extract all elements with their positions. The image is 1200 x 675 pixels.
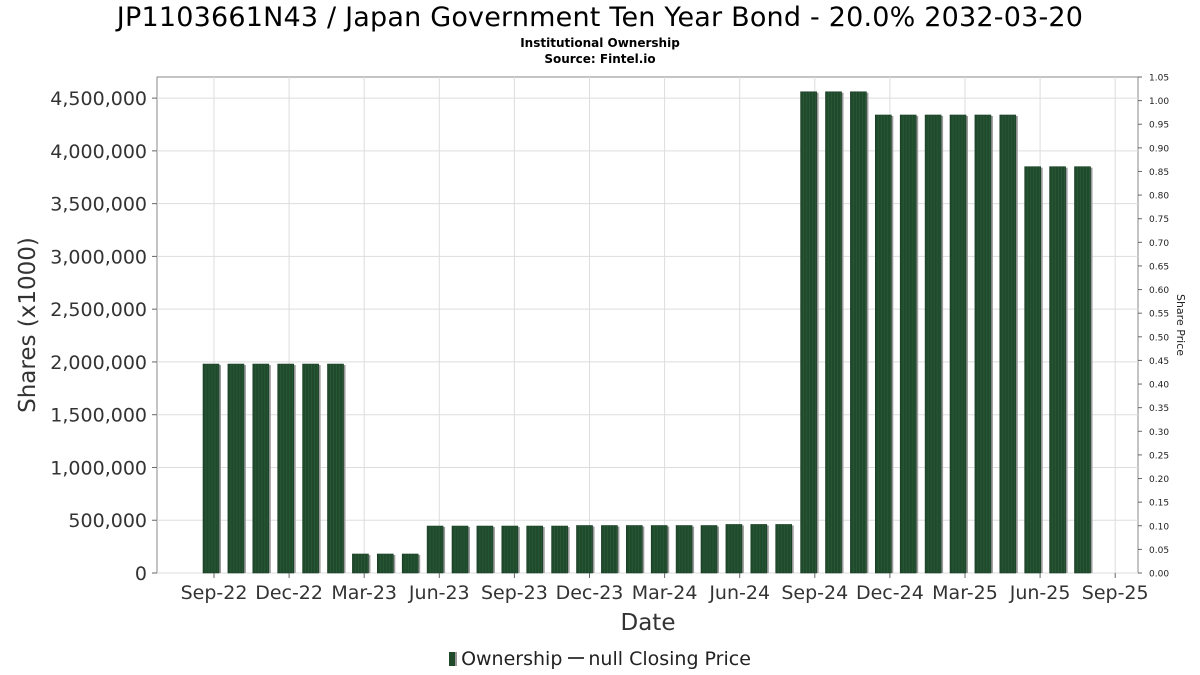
x-tick-label: Jun-25 xyxy=(1009,582,1071,604)
y2-tick-label: 0.85 xyxy=(1149,168,1169,178)
ownership-bar xyxy=(750,524,768,574)
ownership-bar xyxy=(800,91,817,574)
chart-subtitle: Institutional Ownership xyxy=(520,36,680,50)
y-tick-label: 2,500,000 xyxy=(50,299,147,321)
y2-tick-label: 0.95 xyxy=(1149,121,1169,131)
y-tick-label: 0 xyxy=(135,563,147,585)
ownership-bar xyxy=(700,525,718,574)
x-tick-label: Dec-23 xyxy=(556,582,624,604)
ownership-bar xyxy=(675,525,693,574)
y2-tick-label: 0.30 xyxy=(1149,428,1169,438)
y-tick-label: 3,500,000 xyxy=(50,194,147,216)
ownership-bar xyxy=(327,363,344,574)
ownership-bar xyxy=(401,553,419,574)
x-tick-label: Jun-23 xyxy=(408,582,470,604)
y-tick-label: 1,500,000 xyxy=(50,405,147,427)
chart-legend: Ownership null Closing Price xyxy=(0,648,1200,670)
y-tick-label: 4,000,000 xyxy=(50,141,147,163)
y2-tick-label: 0.45 xyxy=(1149,357,1169,367)
y2-axis-title: Share Price xyxy=(1174,294,1187,356)
ownership-bar xyxy=(526,525,544,574)
x-tick-label: Mar-23 xyxy=(331,582,397,604)
y-tick-label: 1,000,000 xyxy=(50,457,147,479)
ownership-bar xyxy=(999,114,1017,574)
ownership-bar xyxy=(949,114,967,574)
ownership-bar xyxy=(625,525,643,574)
x-tick-label: Sep-22 xyxy=(181,582,248,604)
ownership-bar xyxy=(227,363,245,574)
ownership-bar xyxy=(451,525,469,574)
ownership-bar xyxy=(352,553,369,574)
x-tick-label: Sep-25 xyxy=(1082,582,1149,604)
y2-tick-label: 0.75 xyxy=(1149,215,1169,225)
x-tick-label: Dec-22 xyxy=(255,582,323,604)
y-tick-label: 2,000,000 xyxy=(50,352,147,374)
x-axis-title: Date xyxy=(621,610,676,636)
y-tick-label: 500,000 xyxy=(68,510,147,532)
ownership-legend-swatch xyxy=(449,652,458,666)
x-tick-label: Jun-24 xyxy=(708,582,770,604)
ownership-bar xyxy=(601,525,618,574)
ownership-bar xyxy=(426,525,444,574)
ownership-bar xyxy=(252,363,270,574)
ownership-bar xyxy=(825,91,842,574)
legend-ownership-label: Ownership xyxy=(461,648,563,670)
ownership-bar xyxy=(551,525,568,574)
ownership-bar xyxy=(1074,166,1091,574)
x-tick-label: Mar-25 xyxy=(932,582,998,604)
y2-tick-label: 0.50 xyxy=(1149,333,1169,343)
y2-tick-label: 0.55 xyxy=(1149,310,1169,320)
ownership-bar xyxy=(302,363,319,574)
ownership-bar xyxy=(277,363,295,574)
x-tick-label: Mar-24 xyxy=(632,582,698,604)
ownership-bar xyxy=(725,524,743,574)
y2-tick-label: 0.15 xyxy=(1149,499,1169,509)
ownership-bar xyxy=(501,525,519,574)
ownership-bar xyxy=(650,525,668,574)
ownership-bar xyxy=(850,91,867,574)
ownership-bar xyxy=(924,114,942,574)
price-legend-swatch xyxy=(568,657,585,659)
ownership-bar xyxy=(1024,166,1041,574)
y2-tick-label: 1.05 xyxy=(1149,74,1169,84)
ownership-bar xyxy=(899,114,917,574)
ownership-bar xyxy=(874,114,892,574)
ownership-bar xyxy=(775,524,793,574)
legend-price-label: null Closing Price xyxy=(588,648,751,670)
y2-tick-label: 0.05 xyxy=(1149,546,1169,556)
y2-tick-label: 0.10 xyxy=(1149,522,1169,532)
ownership-bar xyxy=(376,553,394,574)
y2-tick-label: 0.65 xyxy=(1149,262,1169,272)
ownership-bar xyxy=(1049,166,1066,574)
x-tick-label: Sep-23 xyxy=(481,582,548,604)
y2-tick-label: 0.00 xyxy=(1149,570,1169,580)
y2-tick-label: 1.00 xyxy=(1149,97,1169,107)
x-tick-label: Sep-24 xyxy=(781,582,848,604)
y-tick-label: 3,000,000 xyxy=(50,246,147,268)
y-tick-label: 4,500,000 xyxy=(50,88,147,110)
y2-tick-label: 0.80 xyxy=(1149,192,1169,202)
y2-tick-label: 0.90 xyxy=(1149,144,1169,154)
y2-tick-label: 0.70 xyxy=(1149,239,1169,249)
ownership-bar xyxy=(576,525,593,574)
y2-tick-label: 0.40 xyxy=(1149,381,1169,391)
y-axis-title: Shares (x1000) xyxy=(15,237,41,413)
ownership-bar xyxy=(202,363,220,574)
chart-source: Source: Fintel.io xyxy=(544,52,656,66)
ownership-bar xyxy=(974,114,992,574)
y2-tick-label: 0.25 xyxy=(1149,451,1169,461)
chart-title: JP1103661N43 / Japan Government Ten Year… xyxy=(116,2,1084,33)
ownership-bar xyxy=(476,525,494,574)
y2-tick-label: 0.20 xyxy=(1149,475,1169,485)
y2-tick-label: 0.60 xyxy=(1149,286,1169,296)
y2-tick-label: 0.35 xyxy=(1149,404,1169,414)
x-tick-label: Dec-24 xyxy=(856,582,924,604)
